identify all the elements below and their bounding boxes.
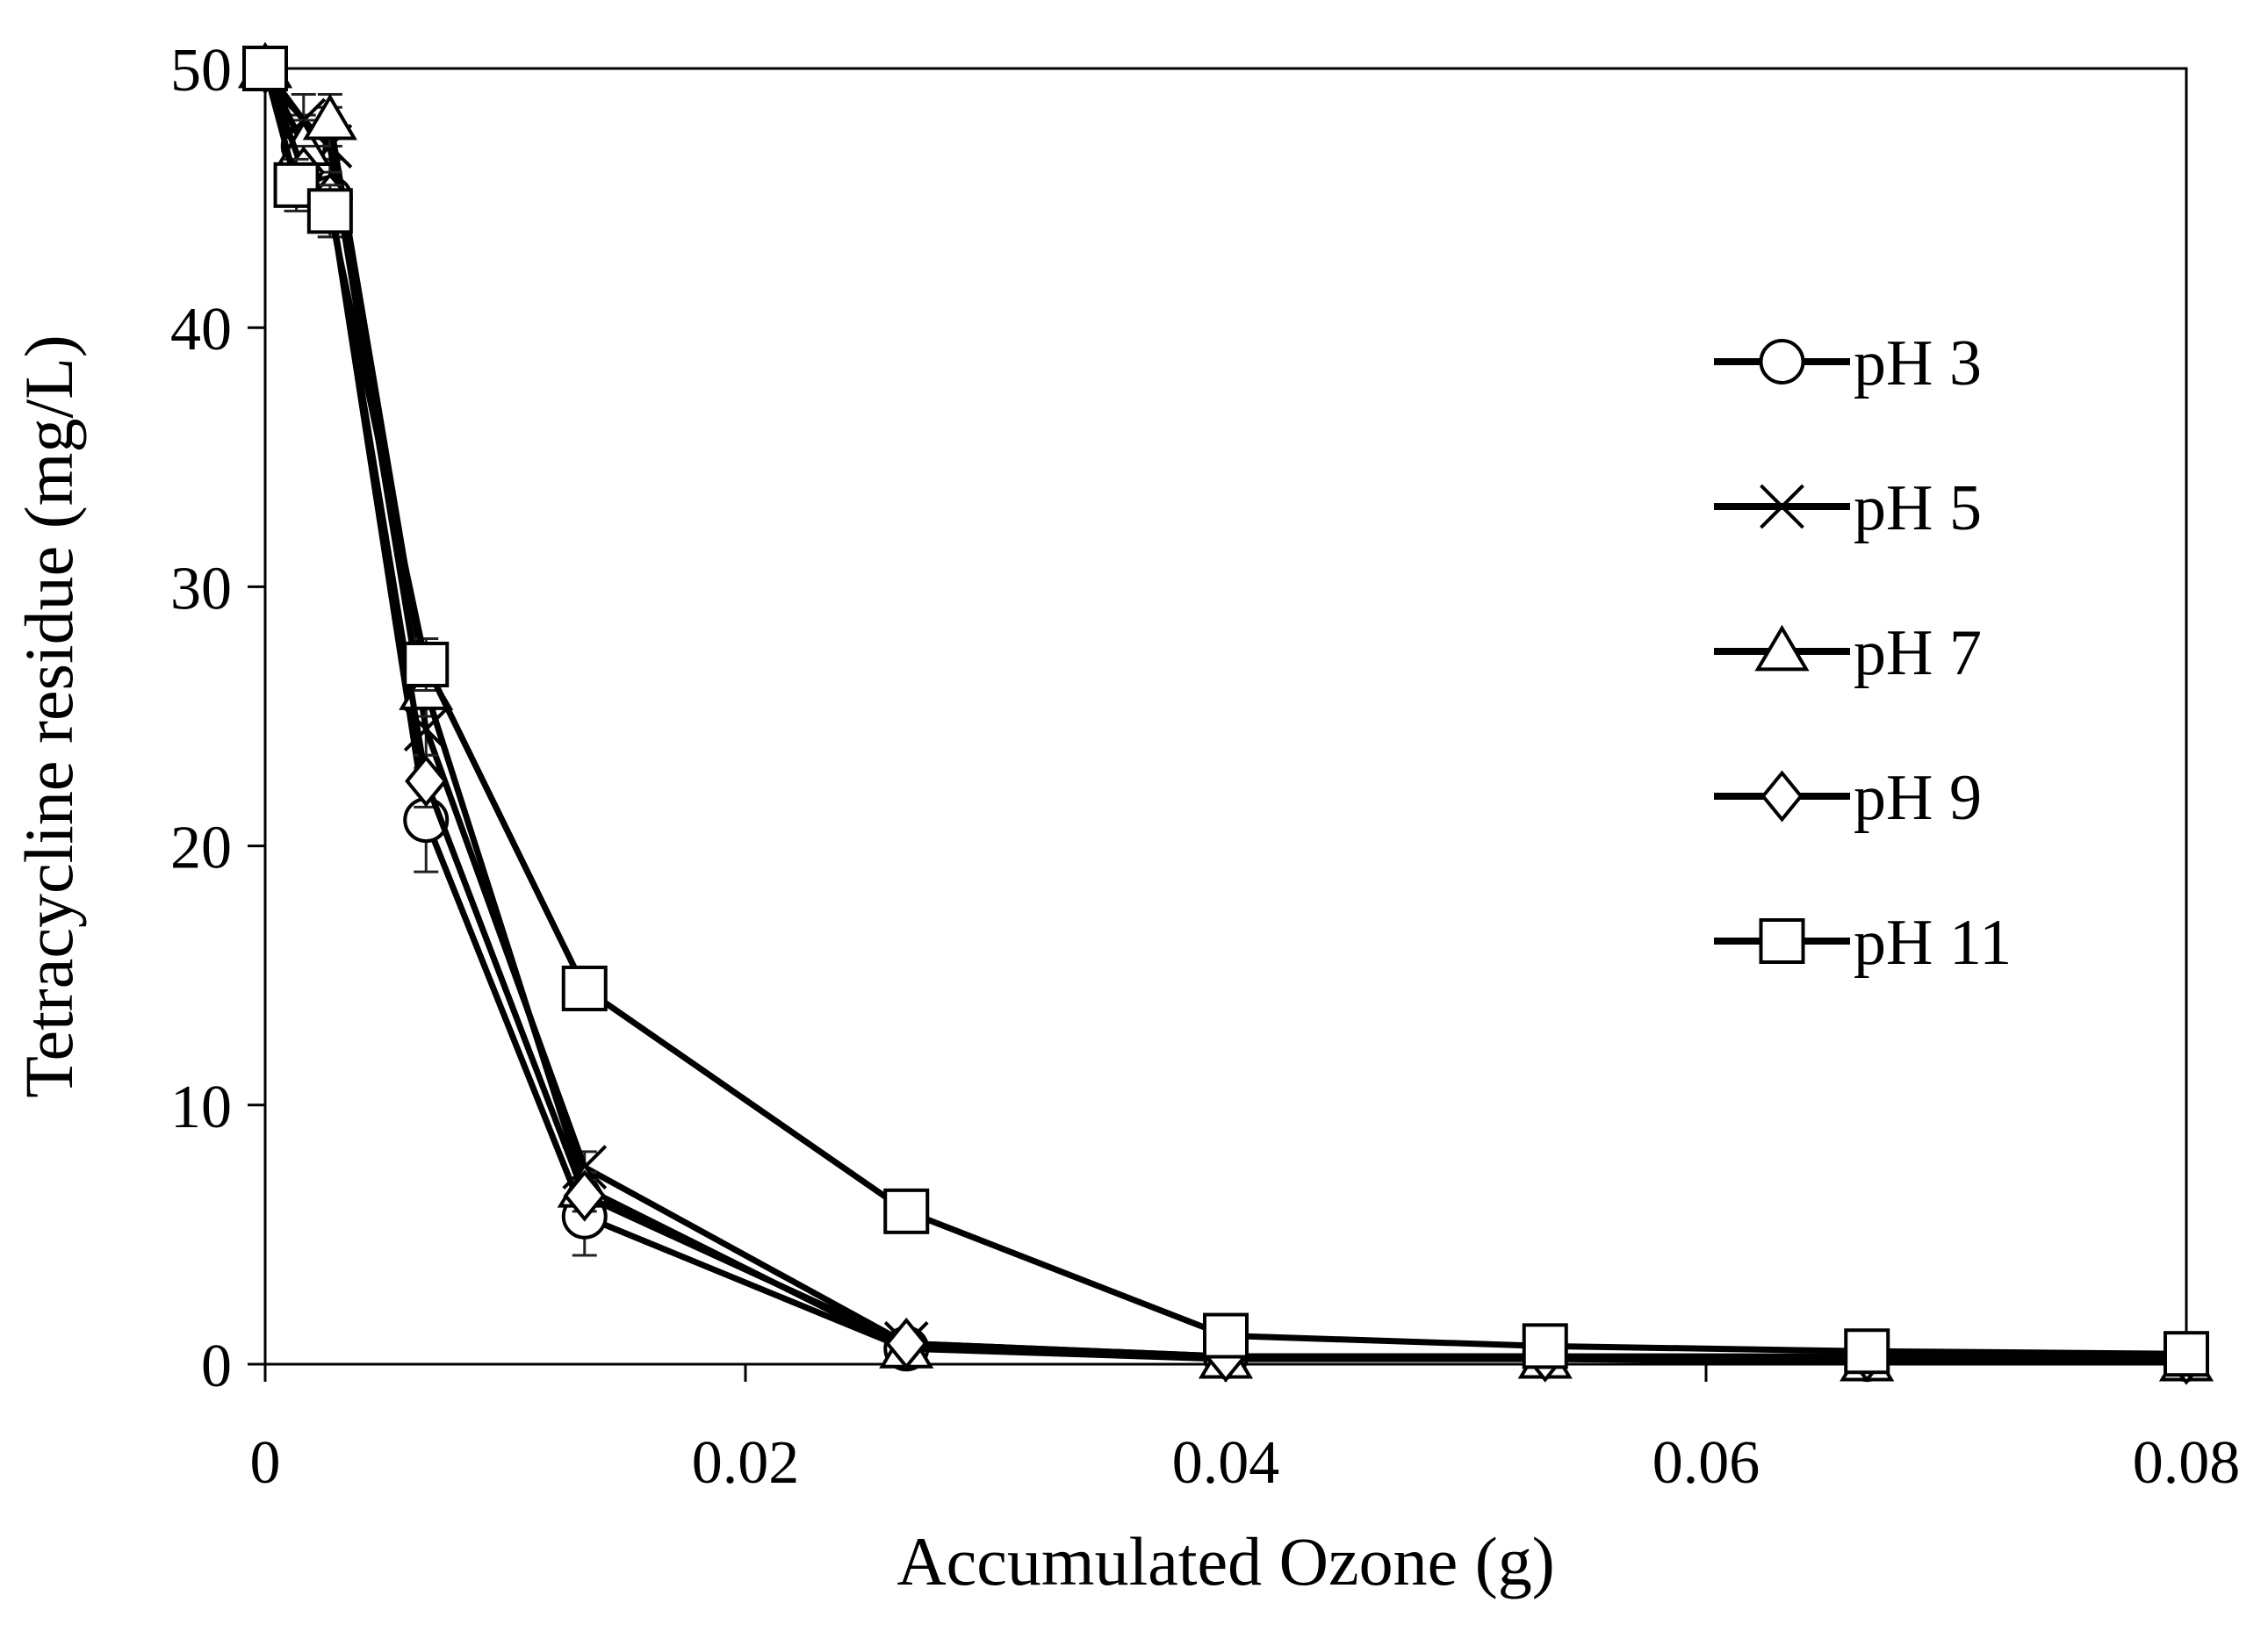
legend-entry: pH 9 <box>1714 762 1982 834</box>
series-layer <box>237 41 2214 1385</box>
series-line <box>262 67 2187 1362</box>
data-point <box>883 1188 930 1234</box>
data-point <box>561 965 608 1011</box>
data-point <box>273 162 320 208</box>
data-point <box>563 1169 606 1222</box>
legend-entry: pH 11 <box>1714 907 2012 979</box>
x-tick-label: 0.02 <box>692 1429 800 1497</box>
legend-marker <box>1760 770 1804 823</box>
y-tick-label: 30 <box>170 555 232 622</box>
x-axis-label: Accumulated Ozone (g) <box>896 1523 1554 1599</box>
y-axis-label: Tetracycline residue (mg/L) <box>11 334 87 1097</box>
y-tick-label: 20 <box>170 815 232 882</box>
y-tick-label: 10 <box>170 1074 232 1141</box>
data-point <box>1844 1328 1890 1375</box>
x-tick-label: 0.08 <box>2133 1429 2241 1497</box>
x-tick-label: 0.06 <box>1652 1429 1760 1497</box>
axes: 0 10 20 30 40 50 0 0.02 0.04 0.06 0.08 <box>170 37 2240 1497</box>
legend-entry: pH 5 <box>1714 472 1982 544</box>
series-ph-3 <box>242 46 2209 1383</box>
series-ph-9 <box>243 42 2208 1385</box>
data-point <box>405 755 448 808</box>
y-tick-label: 50 <box>170 37 232 104</box>
data-point <box>242 46 288 91</box>
legend-label: pH 9 <box>1854 762 1982 834</box>
legend-marker <box>1759 918 1805 964</box>
series-ph-11 <box>242 46 2209 1377</box>
legend-marker <box>1760 484 1804 529</box>
y-tick-label: 0 <box>201 1333 232 1400</box>
series-ph-5 <box>242 46 2209 1382</box>
x-tick-label: 0.04 <box>1172 1429 1280 1497</box>
data-point <box>1203 1312 1249 1359</box>
series-ph-7 <box>237 41 2214 1382</box>
legend-label: pH 3 <box>1854 327 1982 399</box>
series-line <box>262 68 2187 1357</box>
data-point <box>306 188 353 234</box>
data-point <box>2164 1331 2209 1377</box>
data-point <box>403 641 450 687</box>
x-tick-label: 0 <box>250 1429 281 1497</box>
y-tick-label: 40 <box>170 296 232 363</box>
series-line <box>262 67 2186 1362</box>
series-line <box>263 66 2186 1362</box>
legend-marker <box>1754 624 1810 672</box>
legend: pH 3 pH 5 pH 7 pH 9 pH 11 <box>1714 327 2012 979</box>
data-point <box>302 93 357 140</box>
legend-label: pH 11 <box>1854 907 2012 979</box>
legend-label: pH 5 <box>1854 472 1982 544</box>
legend-label: pH 7 <box>1854 617 1982 689</box>
data-point <box>1522 1323 1568 1369</box>
plot-frame <box>263 67 2188 1366</box>
data-point <box>885 1317 928 1369</box>
legend-entry: pH 7 <box>1714 617 1982 689</box>
series-line <box>262 67 2186 1365</box>
legend-entry: pH 3 <box>1714 327 1982 399</box>
legend-marker <box>1759 339 1805 385</box>
